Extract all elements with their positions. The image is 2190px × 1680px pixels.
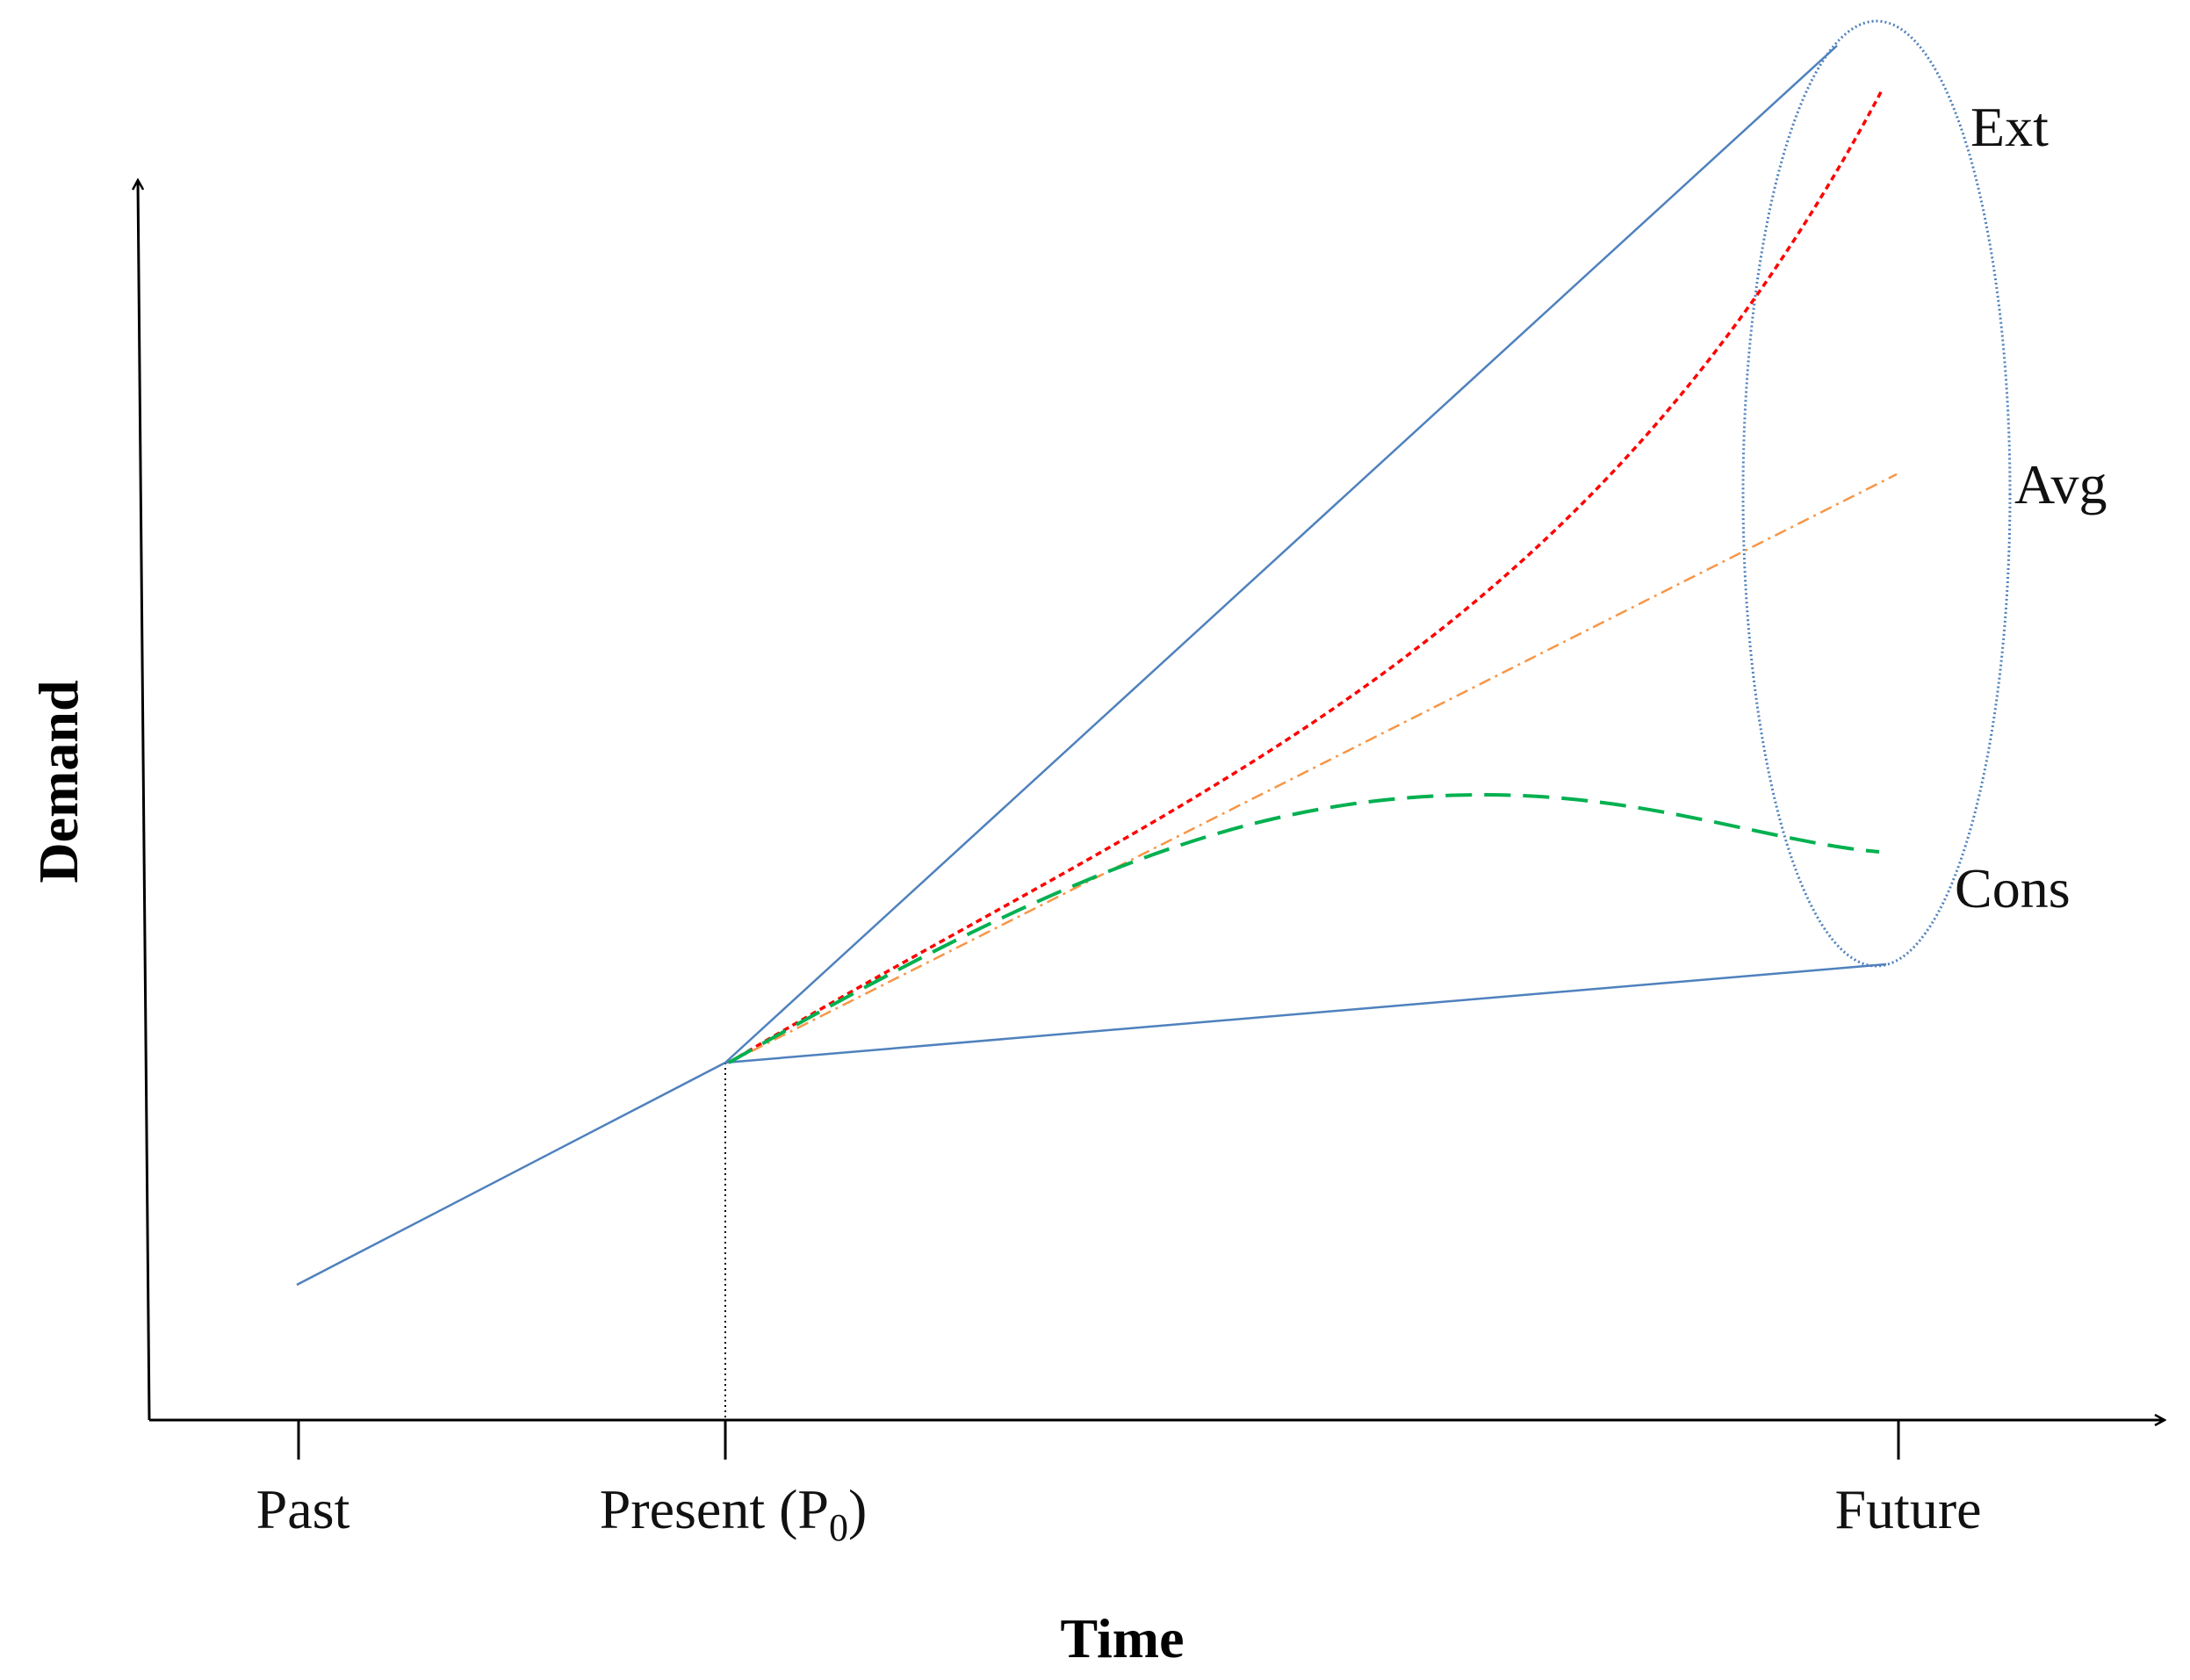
tick-label-present-main: Present (P (600, 1478, 829, 1540)
cons-scenario-curve (728, 792, 1880, 1064)
avg-scenario-curve (728, 472, 1898, 1064)
ext-scenario-curve (728, 90, 1884, 1064)
cons-label: Cons (1955, 857, 2071, 919)
tick-label-future: Future (1834, 1478, 1981, 1540)
tick-label-past: Past (256, 1478, 350, 1540)
tick-label-present-subscript: 0 (829, 1506, 848, 1549)
past-trend-line (296, 1061, 726, 1287)
avg-label: Avg (2014, 453, 2107, 516)
ext-label: Ext (1970, 96, 2049, 158)
tick-label-present: Present (P0) (600, 1478, 868, 1549)
cone-upper-line (724, 45, 1838, 1064)
x-axis-title: Time (1060, 1607, 1184, 1669)
y-axis (138, 180, 151, 1421)
tick-label-present-close: ) (848, 1478, 867, 1540)
future-uncertainty-ellipse (1741, 19, 2012, 968)
cone-lower-line (724, 963, 1887, 1064)
y-axis-title: Demand (27, 680, 90, 883)
